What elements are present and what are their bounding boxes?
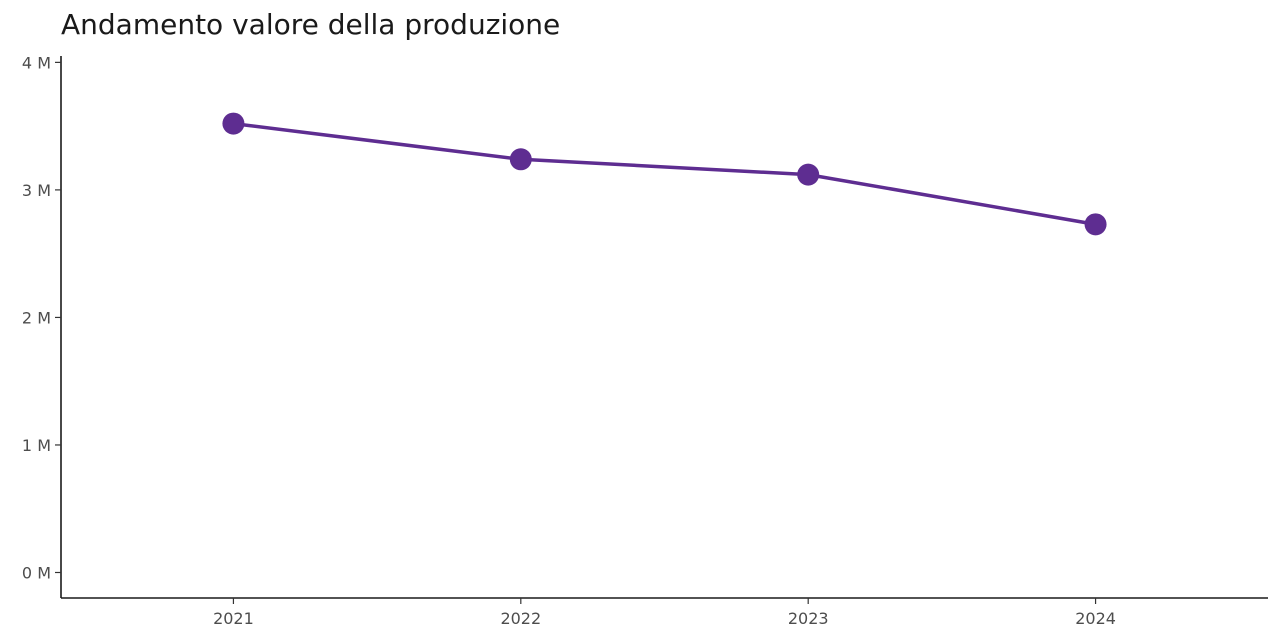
- chart-title: Andamento valore della produzione: [61, 8, 560, 41]
- y-tick-label: 0 M: [22, 563, 51, 582]
- y-tick-label: 2 M: [22, 308, 51, 327]
- x-axis: 2021 2022 2023 2024: [61, 597, 1268, 628]
- data-point-2024: [1084, 213, 1107, 236]
- data-point-2021: [222, 112, 245, 135]
- y-axis: 0 M 1 M 2 M 3 M 4 M: [22, 53, 62, 598]
- data-point-2022: [509, 148, 532, 171]
- y-tick-label: 4 M: [22, 53, 51, 72]
- y-tick-label: 1 M: [22, 436, 51, 455]
- x-tick-label: 2021: [213, 609, 254, 628]
- x-tick-label: 2024: [1075, 609, 1116, 628]
- data-point-2023: [797, 163, 820, 186]
- x-tick-label: 2023: [788, 609, 829, 628]
- y-tick-label: 3 M: [22, 181, 51, 200]
- series-line: [231, 121, 1098, 227]
- x-tick-label: 2022: [500, 609, 541, 628]
- data-series: [222, 112, 1107, 236]
